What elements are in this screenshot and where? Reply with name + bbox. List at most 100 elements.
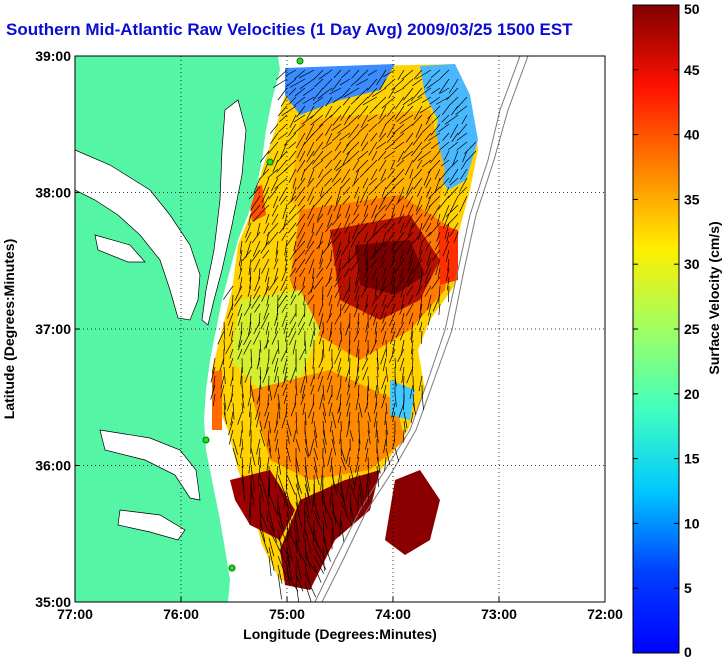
vector-arrow [365, 321, 369, 333]
vector-arrow [367, 114, 378, 122]
vector-arrow [438, 123, 450, 133]
vector-arrow [375, 240, 387, 254]
vector-arrow [313, 447, 319, 461]
vector-arrow [286, 231, 297, 247]
vector-arrow [342, 141, 351, 154]
x-axis-label: Longitude (Degrees:Minutes) [243, 626, 437, 642]
vector-arrow [293, 96, 306, 106]
vector-arrow [227, 312, 234, 326]
vector-arrow [358, 402, 363, 418]
vector-arrow [297, 312, 306, 327]
vector-arrow [259, 384, 261, 403]
vector-arrow [220, 384, 225, 399]
vector-arrow [308, 402, 315, 419]
vector-arrow [322, 438, 327, 454]
vector-arrow [355, 393, 360, 411]
vector-arrow [399, 303, 405, 315]
vector-arrow [348, 339, 351, 355]
vector-arrow [316, 240, 324, 250]
vector-arrow [265, 213, 270, 224]
vector-arrow [266, 456, 270, 471]
vector-arrow [401, 150, 414, 160]
vector-arrow [344, 222, 351, 234]
vector-arrow [371, 204, 378, 219]
vector-arrow [385, 429, 388, 447]
bathymetry-contours [314, 56, 529, 602]
vector-arrow [271, 285, 279, 297]
y-axis-label: Latitude (Degrees:Minutes) [1, 239, 17, 419]
vector-arrow [304, 474, 310, 498]
vector-arrow [327, 285, 333, 297]
vector-arrow [347, 150, 360, 163]
vector-arrow [288, 321, 297, 338]
vector-arrow [329, 483, 333, 507]
vector-arrow [370, 132, 378, 142]
vector-arrow [425, 240, 432, 251]
vector-arrow [286, 501, 293, 524]
vector-arrow [343, 87, 360, 98]
vector-arrow [370, 258, 378, 269]
vector-arrow [263, 303, 270, 320]
vector-arrow [426, 186, 432, 198]
vector-arrow [239, 258, 243, 271]
vector-arrow [317, 366, 324, 380]
vector-arrow [307, 294, 315, 305]
vector-arrow [399, 114, 414, 125]
vector-arrow [283, 366, 288, 384]
vector-arrow [295, 573, 304, 592]
vector-arrow [402, 78, 414, 89]
vector-arrow [428, 303, 432, 316]
vector-arrow [336, 204, 342, 219]
vector-arrow [461, 114, 468, 125]
vector-arrow [308, 258, 315, 274]
vector-arrow [322, 168, 333, 178]
vector-arrow [293, 240, 297, 252]
vector-arrow [333, 222, 342, 237]
vector-arrow [322, 402, 327, 416]
vector-arrow [423, 276, 432, 288]
x-tick-label: 75:00 [269, 606, 305, 622]
vector-arrow [394, 258, 405, 274]
vector-arrow [362, 96, 378, 106]
vector-arrow [375, 420, 378, 438]
vector-arrow [355, 267, 360, 286]
vector-arrow [273, 267, 279, 284]
vector-arrow [425, 258, 432, 275]
vector-arrow [391, 204, 396, 218]
vector-arrow [292, 429, 297, 443]
vector-arrow [406, 240, 414, 255]
vector-arrow [322, 411, 327, 424]
vector-arrow [289, 366, 297, 384]
vector-arrow [367, 456, 369, 468]
vector-arrow [319, 249, 324, 265]
vector-arrow [394, 357, 397, 369]
vector-arrow [385, 366, 389, 383]
vector-arrow [307, 204, 315, 220]
vector-arrow [316, 267, 324, 278]
x-axis-ticks: 77:00 76:00 75:00 74:00 73:00 72:00 [57, 597, 623, 622]
vector-arrow [228, 429, 234, 445]
vector-arrow [312, 159, 324, 170]
vector-arrow [396, 159, 405, 167]
vector-arrow [299, 267, 306, 277]
vector-arrow [277, 519, 287, 543]
vector-arrow [313, 537, 326, 559]
vector-arrow [286, 564, 290, 586]
vector-arrow [250, 483, 255, 506]
vector-arrow [385, 447, 391, 466]
vector-arrow [318, 168, 324, 179]
vector-arrow [428, 132, 441, 141]
vector-arrow [317, 375, 324, 392]
vector-arrow [446, 87, 459, 101]
vector-arrow [274, 366, 279, 383]
vector-arrow [367, 69, 378, 76]
vector-arrow [384, 141, 396, 151]
vector-arrow [268, 519, 278, 543]
vector-arrow [340, 105, 351, 121]
vector-arrow [307, 213, 315, 227]
vector-arrow [295, 258, 306, 273]
vector-arrow [460, 159, 468, 170]
y-tick-label: 39:00 [35, 48, 71, 64]
vector-arrow [445, 249, 450, 262]
vector-arrow [237, 348, 243, 360]
